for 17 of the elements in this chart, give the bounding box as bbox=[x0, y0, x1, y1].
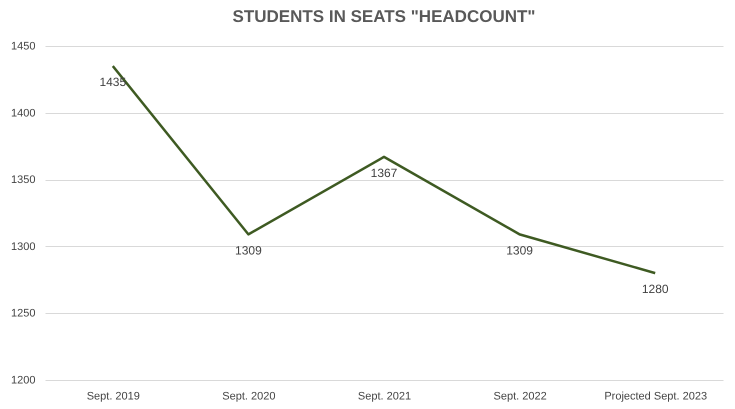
x-tick-label: Sept. 2022 bbox=[493, 390, 547, 402]
data-label: 1280 bbox=[642, 282, 669, 296]
x-tick-label: Sept. 2019 bbox=[86, 390, 140, 402]
y-tick-label: 1350 bbox=[11, 174, 36, 186]
x-tick-label: Sept. 2020 bbox=[222, 390, 276, 402]
y-tick-label: 1450 bbox=[11, 40, 36, 52]
data-label: 1435 bbox=[99, 75, 126, 90]
y-tick-label: 1400 bbox=[11, 107, 36, 120]
chart-title: STUDENTS IN SEATS "HEADCOUNT" bbox=[232, 7, 536, 26]
y-tick-label: 1250 bbox=[11, 308, 36, 320]
data-label: 1309 bbox=[506, 243, 534, 258]
y-tick-label: 1200 bbox=[11, 374, 36, 386]
data-label: 1367 bbox=[370, 166, 398, 180]
x-tick-label: Projected Sept. 2023 bbox=[604, 390, 708, 402]
y-tick-label: 1300 bbox=[11, 240, 36, 253]
x-tick-label: Sept. 2021 bbox=[358, 390, 412, 402]
data-label: 1309 bbox=[235, 243, 262, 258]
